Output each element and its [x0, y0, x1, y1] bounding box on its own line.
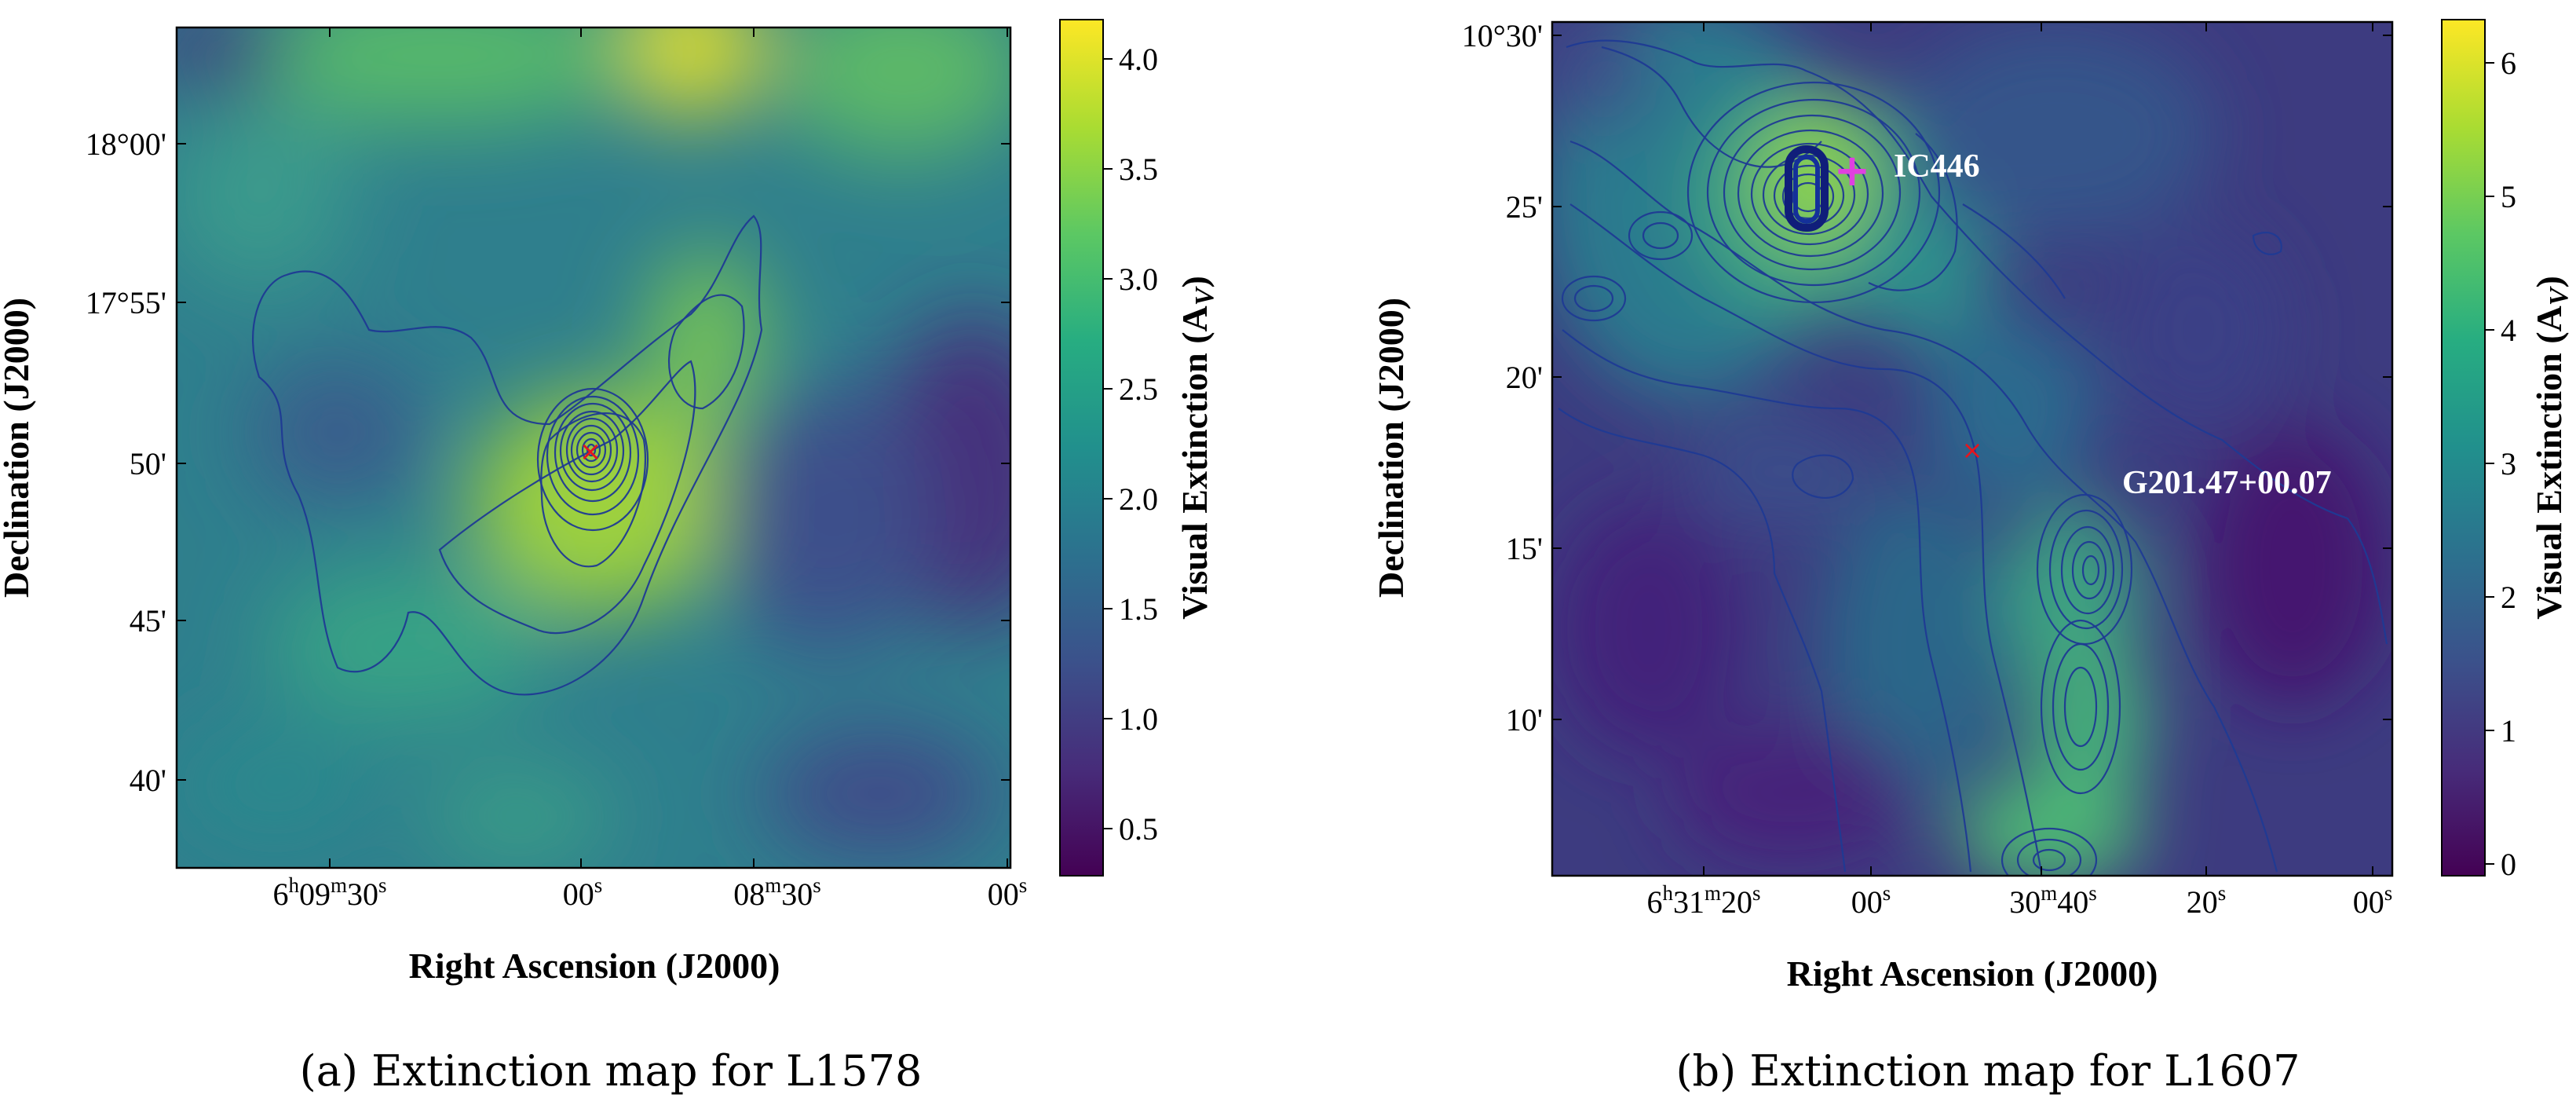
cb-tick-label-b-3: 3: [2501, 446, 2516, 481]
y-tick-labels-b: 10°30' 25' 20' 15' 10': [1462, 18, 1543, 737]
colorbar-b: 0 1 2 3 4 5 6 Visual Extinction (AV): [2441, 19, 2574, 882]
heatmap-a: [177, 27, 1010, 868]
colorbar-gradient-b: [2441, 19, 2486, 877]
colorbar-title-b: Visual Extinction (AV): [2529, 276, 2574, 620]
x-tick-label-b-3: 20s: [2187, 881, 2227, 920]
cb-tick-label-b-6: 6: [2501, 46, 2516, 81]
marker-red-cross-a: ×: [579, 436, 602, 467]
marker-magenta-plus-b: +: [1834, 145, 1871, 196]
x-tick-label-b-1: 00s: [1851, 881, 1891, 920]
cb-tick-label-a-0: 0.5: [1119, 811, 1158, 847]
y-tick-label-b-1: 25': [1506, 189, 1543, 225]
cb-tick-label-b-5: 5: [2501, 179, 2516, 214]
contour-rings-ic446: [1686, 81, 1941, 304]
x-axis-title-b: Right Ascension (J2000): [1787, 953, 2158, 994]
y-tick-label-b-0: 10°30': [1462, 18, 1543, 53]
x-tick-labels-b: 6h31m20s 00s 30m40s 20s 00s: [1646, 881, 2392, 920]
x-ticks-a: [329, 27, 1008, 868]
y-ticks-a: [177, 143, 1010, 781]
y-tick-label-a-0: 18°00': [86, 126, 166, 162]
annotation-ic446: IC446: [1894, 148, 1980, 185]
contour-rings-west: [1561, 210, 1694, 322]
contour-rings-a: [536, 387, 649, 532]
x-tick-label-a-0: 6h09m30s: [272, 873, 386, 912]
y-ticks-b: [1552, 35, 2392, 720]
cb-tick-label-b-1: 1: [2501, 713, 2516, 748]
colorbar-a: 0.5 1.0 1.5 2.0 2.5 3.0 3.5 4.0 Visual E…: [1059, 19, 1219, 877]
panel-a: × 6h09m30s 00s 08m30s 00s: [0, 19, 1219, 1096]
y-tick-label-b-2: 20': [1506, 360, 1543, 395]
contours-a: [252, 214, 763, 696]
y-axis-title-a: Declination (J2000): [0, 298, 36, 598]
x-tick-label-a-1: 00s: [563, 873, 603, 912]
cb-tick-label-a-7: 4.0: [1119, 42, 1158, 77]
cb-tick-label-a-1: 1.0: [1119, 701, 1158, 737]
y-tick-label-a-1: 17°55': [86, 285, 166, 320]
cb-tick-label-b-4: 4: [2501, 313, 2516, 348]
x-axis-title-a: Right Ascension (J2000): [409, 946, 780, 986]
x-tick-label-a-3: 00s: [988, 873, 1028, 912]
dark-blob-ic446: [1785, 145, 1829, 232]
caption-b: (b) Extinction map for L1607: [1675, 1046, 2300, 1096]
cb-tick-label-b-2: 2: [2501, 580, 2516, 615]
y-tick-label-b-3: 15': [1506, 531, 1543, 566]
colorbar-tick-labels-b: 0 1 2 3 4 5 6: [2501, 46, 2516, 882]
colorbar-title-a: Visual Extinction (AV): [1175, 276, 1219, 620]
colorbar-tick-labels-a: 0.5 1.0 1.5 2.0 2.5 3.0 3.5 4.0: [1119, 42, 1158, 847]
caption-a: (a) Extinction map for L1578: [300, 1046, 923, 1096]
cb-tick-label-a-3: 2.0: [1119, 481, 1158, 517]
cb-tick-label-a-6: 3.5: [1119, 152, 1158, 187]
cb-tick-label-a-2: 1.5: [1119, 591, 1158, 627]
x-ticks-b: [1703, 22, 2373, 876]
y-tick-label-b-4: 10': [1506, 702, 1543, 737]
marker-red-cross-b: ×: [1962, 435, 1983, 465]
annotation-g201: G201.47+00.07: [2122, 465, 2332, 501]
cb-tick-label-a-4: 2.5: [1119, 371, 1158, 407]
x-tick-labels-a: 6h09m30s 00s 08m30s 00s: [272, 873, 1027, 912]
y-tick-label-a-3: 45': [130, 603, 166, 639]
cb-tick-label-a-5: 3.0: [1119, 262, 1158, 297]
y-tick-labels-a: 18°00' 17°55' 50' 45' 40': [86, 126, 166, 798]
contour-rings-south: [2001, 619, 2121, 876]
colorbar-ticks-a: [1103, 58, 1113, 829]
x-tick-label-b-0: 6h31m20s: [1646, 881, 1760, 920]
x-tick-label-b-2: 30m40s: [2009, 881, 2097, 920]
plot-frame-a: [175, 26, 1012, 869]
panel-b: + × IC446 G201.47+00.07 6h31m20s 00s: [1371, 18, 2574, 1096]
cb-tick-label-b-0: 0: [2501, 847, 2516, 882]
y-axis-title-b: Declination (J2000): [1371, 298, 1411, 598]
colorbar-ticks-b: [2485, 62, 2494, 865]
colorbar-gradient-a: [1059, 19, 1104, 877]
heatmap-b: [1552, 22, 2392, 876]
y-tick-label-a-2: 50': [130, 446, 166, 481]
plot-frame-b: [1551, 20, 2394, 877]
x-tick-label-a-2: 08m30s: [733, 873, 821, 912]
x-tick-label-b-4: 00s: [2353, 881, 2393, 920]
y-tick-label-a-4: 40': [130, 763, 166, 798]
contours-b: [1558, 39, 2388, 876]
